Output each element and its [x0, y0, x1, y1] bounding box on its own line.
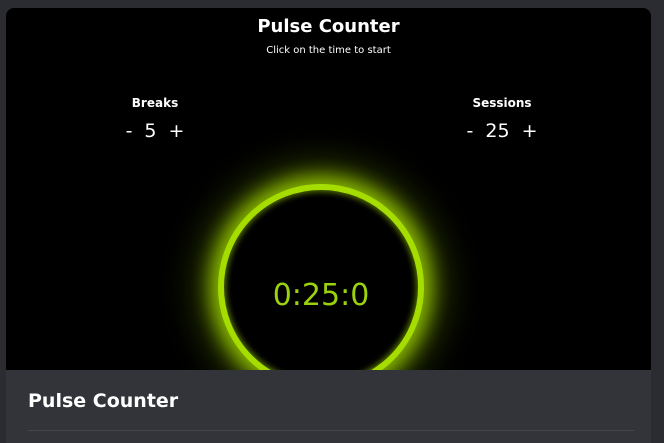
timer-display[interactable]: 0:25:0 — [272, 278, 370, 313]
app-subtitle: Click on the time to start — [266, 45, 391, 56]
breaks-decrement-button[interactable]: - — [125, 120, 133, 142]
footer-divider — [28, 430, 634, 431]
breaks-control: Breaks - 5 + — [95, 96, 215, 142]
sessions-label: Sessions — [472, 96, 532, 110]
sessions-increment-button[interactable]: + — [521, 120, 538, 142]
sessions-decrement-button[interactable]: - — [466, 120, 474, 142]
sessions-control: Sessions - 25 + — [442, 96, 562, 142]
timer-ring[interactable] — [218, 184, 424, 390]
app-title: Pulse Counter — [257, 16, 400, 37]
sessions-value: 25 — [485, 120, 510, 142]
footer-title: Pulse Counter — [28, 390, 179, 412]
breaks-value: 5 — [144, 120, 157, 142]
sessions-stepper: - 25 + — [442, 120, 562, 142]
breaks-stepper: - 5 + — [95, 120, 215, 142]
footer-bar: Pulse Counter — [6, 370, 651, 443]
breaks-label: Breaks — [131, 96, 179, 110]
breaks-increment-button[interactable]: + — [168, 120, 185, 142]
